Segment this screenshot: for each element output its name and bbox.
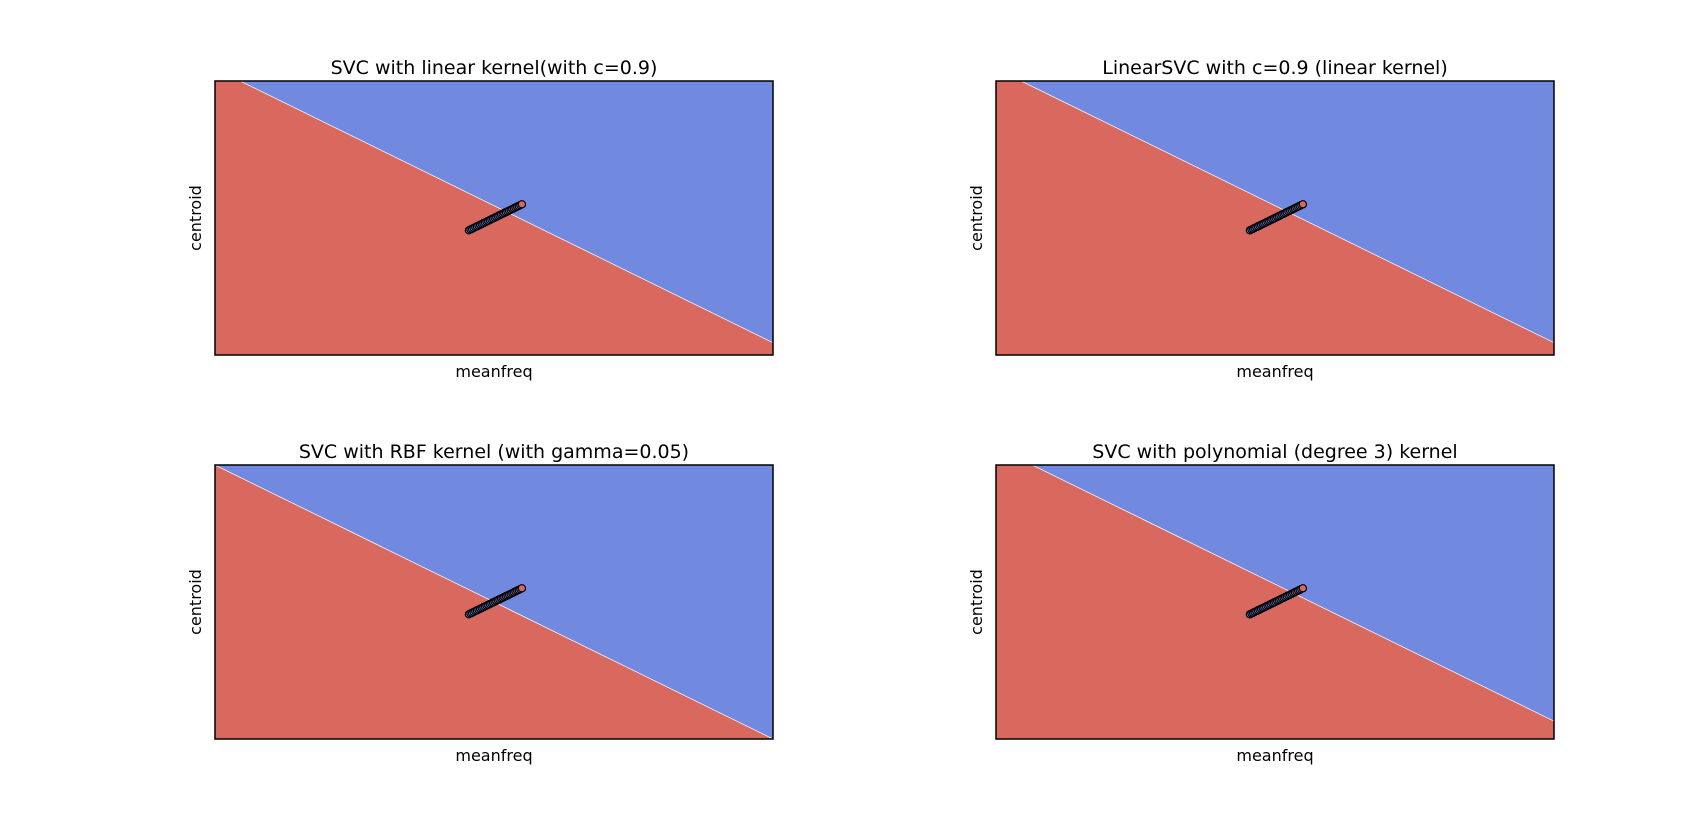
y-axis-label: centroid: [186, 185, 205, 251]
x-axis-label: meanfreq: [1236, 746, 1313, 765]
axes-frame: [214, 464, 774, 740]
y-axis-label: centroid: [967, 185, 986, 251]
subplot-1: SVC with linear kernel(with c=0.9) meanfr…: [186, 57, 774, 381]
subplot-3: SVC with RBF kernel (with gamma=0.05) mea…: [186, 441, 774, 765]
axes-frame: [995, 464, 1555, 740]
y-axis-label: centroid: [186, 569, 205, 635]
data-point: [517, 200, 527, 209]
x-axis-label: meanfreq: [455, 362, 532, 381]
axes-frame: [214, 80, 774, 356]
x-axis-label: meanfreq: [455, 746, 532, 765]
subplot-title: SVC with polynomial (degree 3) kernel: [1092, 441, 1457, 463]
subplot-title: SVC with RBF kernel (with gamma=0.05): [299, 441, 689, 463]
x-axis-label: meanfreq: [1236, 362, 1313, 381]
subplot-title: LinearSVC with c=0.9 (linear kernel): [1102, 57, 1448, 79]
data-point: [1298, 200, 1308, 209]
subplot-2: LinearSVC with c=0.9 (linear kernel) mean…: [967, 57, 1555, 381]
data-point: [517, 584, 527, 593]
axes-frame: [995, 80, 1555, 356]
data-point: [1298, 584, 1308, 593]
subplot-4: SVC with polynomial (degree 3) kernel mea…: [967, 441, 1555, 765]
y-axis-label: centroid: [967, 569, 986, 635]
subplot-title: SVC with linear kernel(with c=0.9): [331, 57, 658, 79]
